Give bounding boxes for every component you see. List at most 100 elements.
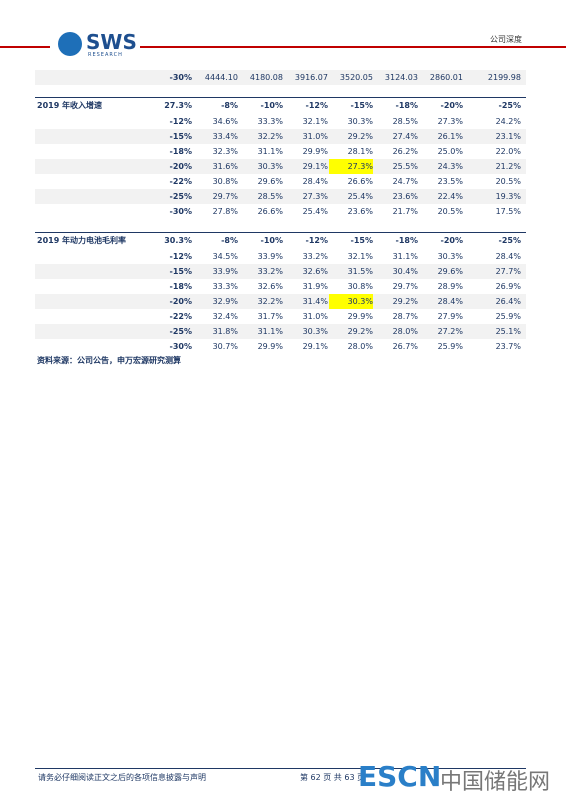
cell: 31.1%	[257, 327, 283, 336]
cell: 28.9%	[437, 282, 463, 291]
cell: -12%	[169, 252, 192, 261]
cell: 30.3%	[329, 294, 373, 309]
cell: 23.5%	[437, 177, 463, 186]
row-bg	[35, 159, 526, 174]
cell: 32.9%	[212, 297, 238, 306]
cell: -15%	[169, 132, 192, 141]
cell: 29.7%	[212, 192, 238, 201]
cell: 25.4%	[347, 192, 373, 201]
logo-icon	[58, 32, 82, 56]
cell: 33.9%	[212, 267, 238, 276]
cell: -18%	[395, 236, 418, 245]
cell: 29.1%	[302, 162, 328, 171]
cell: 29.9%	[302, 147, 328, 156]
cell: 30.3%	[302, 327, 328, 336]
cell: 30.3%	[347, 117, 373, 126]
header-line-right	[140, 46, 566, 48]
cell: 30.8%	[347, 282, 373, 291]
cell: 21.7%	[392, 207, 418, 216]
cell: 29.2%	[347, 327, 373, 336]
row-bg	[35, 70, 526, 85]
cell: -10%	[260, 236, 283, 245]
cell: 32.4%	[212, 312, 238, 321]
cell: 3520.05	[339, 73, 373, 82]
cell: 28.5%	[392, 117, 418, 126]
cell: 25.1%	[495, 327, 521, 336]
cell: 25.5%	[392, 162, 418, 171]
cell: 26.7%	[392, 342, 418, 351]
footer-page: 第 62 页 共 63 页	[300, 773, 366, 782]
cell: -30%	[169, 73, 192, 82]
cell: -10%	[260, 101, 283, 110]
cell: 30.3%	[164, 236, 192, 245]
row-bg	[35, 129, 526, 144]
cell: -18%	[169, 282, 192, 291]
cell: -25%	[498, 236, 521, 245]
cell: 31.6%	[212, 162, 238, 171]
table-rule	[35, 97, 526, 98]
row-bg	[35, 264, 526, 279]
cell: 32.3%	[212, 147, 238, 156]
cell: -20%	[440, 101, 463, 110]
cell: -18%	[169, 147, 192, 156]
cell: -8%	[221, 236, 238, 245]
cell: 33.3%	[212, 282, 238, 291]
cell: 4444.10	[204, 73, 238, 82]
cell: 2860.01	[429, 73, 463, 82]
cell: 28.4%	[302, 177, 328, 186]
cell: -20%	[440, 236, 463, 245]
cell: 26.9%	[495, 282, 521, 291]
cell: 25.9%	[495, 312, 521, 321]
cell: -15%	[169, 267, 192, 276]
cell: 23.6%	[392, 192, 418, 201]
cell: 25.9%	[437, 342, 463, 351]
cell: 33.4%	[212, 132, 238, 141]
cell: -25%	[169, 327, 192, 336]
cell: 23.1%	[495, 132, 521, 141]
cell: -18%	[395, 101, 418, 110]
cell: 33.2%	[302, 252, 328, 261]
cell: -12%	[305, 101, 328, 110]
cell: -20%	[169, 297, 192, 306]
cell: 32.6%	[302, 267, 328, 276]
cell: 30.8%	[212, 177, 238, 186]
cell: 26.1%	[437, 132, 463, 141]
cell: 30.3%	[257, 162, 283, 171]
cell: 28.7%	[392, 312, 418, 321]
cell: 24.3%	[437, 162, 463, 171]
cell: 34.6%	[212, 117, 238, 126]
cell: 23.7%	[495, 342, 521, 351]
cell: 28.5%	[257, 192, 283, 201]
cell: 27.3%	[437, 117, 463, 126]
cell: 25.4%	[302, 207, 328, 216]
table-title: 2019 年收入增速	[37, 101, 103, 110]
cell: -20%	[169, 162, 192, 171]
cell: 30.4%	[392, 267, 418, 276]
cell: 27.8%	[212, 207, 238, 216]
cell: 31.8%	[212, 327, 238, 336]
cell: -22%	[169, 177, 192, 186]
cell: 28.4%	[437, 297, 463, 306]
cell: 31.1%	[257, 147, 283, 156]
cell: 19.3%	[495, 192, 521, 201]
cell: 32.1%	[347, 252, 373, 261]
cell: 21.2%	[495, 162, 521, 171]
cell: 32.6%	[257, 282, 283, 291]
cell: 34.5%	[212, 252, 238, 261]
cell: 27.9%	[437, 312, 463, 321]
cell: 27.2%	[437, 327, 463, 336]
cell: 29.2%	[347, 132, 373, 141]
cell: 26.2%	[392, 147, 418, 156]
cell: 27.3%	[329, 159, 373, 174]
watermark: ESCN	[358, 760, 442, 793]
header-line-left	[0, 46, 50, 48]
cell: 29.9%	[347, 312, 373, 321]
cell: 22.4%	[437, 192, 463, 201]
source: 资料来源：公司公告，申万宏源研究测算	[37, 356, 181, 365]
cell: 29.6%	[257, 177, 283, 186]
cell: -12%	[169, 117, 192, 126]
cell: 17.5%	[495, 207, 521, 216]
cell: 27.3%	[302, 192, 328, 201]
table-rule	[35, 232, 526, 233]
